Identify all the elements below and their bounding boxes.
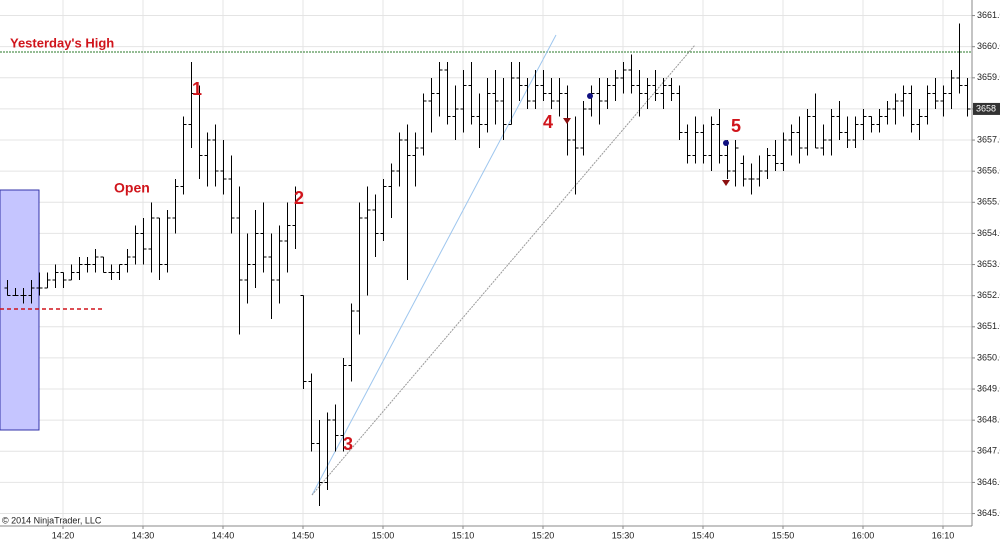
y-tick-label: 3659.0 [977,72,1000,82]
y-tick-label: 3654.0 [977,228,1000,238]
annotation: 1 [192,79,202,99]
x-tick-label: 15:10 [452,530,475,540]
range-box [0,189,40,431]
trend-line [311,44,696,496]
y-tick-label: 3645.0 [977,508,1000,518]
grid [0,0,972,526]
x-tick-label: 15:50 [772,530,795,540]
x-tick-label: 15:40 [692,530,715,540]
y-tick-label: 3649.0 [977,383,1000,393]
last-price-label: 3658 [976,103,996,113]
annotation: 4 [543,112,553,132]
annotation: 2 [294,188,304,208]
x-tick-label: 15:00 [372,530,395,540]
bars [4,23,971,506]
x-tick-label: 15:20 [532,530,555,540]
x-tick-label: 14:40 [212,530,235,540]
signal-arrow [563,118,571,124]
labels: 3645.0 3646.0 3647.0 3648.0 3649.0 3650.0 3651… [52,10,1000,540]
y-tick-label: 3648.0 [977,415,1000,425]
signal-arrow [722,180,730,186]
x-tick-label: 14:30 [132,530,155,540]
y-tick-label: 3647.0 [977,446,1000,456]
annotation: Open [114,180,150,196]
y-tick-label: 3657.0 [977,134,1000,144]
x-tick-label: 14:20 [52,530,75,540]
y-tick-label: 3646.0 [977,477,1000,487]
y-tick-label: 3660.0 [977,41,1000,51]
x-tick-label: 16:00 [852,530,875,540]
trend-line [311,34,557,496]
annotation: Yesterday's High [10,35,114,50]
x-tick-label: 14:50 [292,530,315,540]
annotation: 5 [731,116,741,136]
y-tick-label: 3655.0 [977,197,1000,207]
signal-dot [723,140,729,146]
y-tick-label: 3653.0 [977,259,1000,269]
y-tick-label: 3656.0 [977,166,1000,176]
y-tick-label: 3650.0 [977,352,1000,362]
y-tick-label: 3661.0 [977,10,1000,20]
x-tick-label: 16:10 [932,530,955,540]
last-price-tag [973,102,1000,115]
x-tick-label: 15:30 [612,530,635,540]
copyright: © 2014 NinjaTrader, LLC [2,515,102,525]
y-tick-label: 3652.0 [977,290,1000,300]
y-tick-label: 3651.0 [977,321,1000,331]
signal-dot [587,93,593,99]
annotation: 3 [343,434,353,454]
